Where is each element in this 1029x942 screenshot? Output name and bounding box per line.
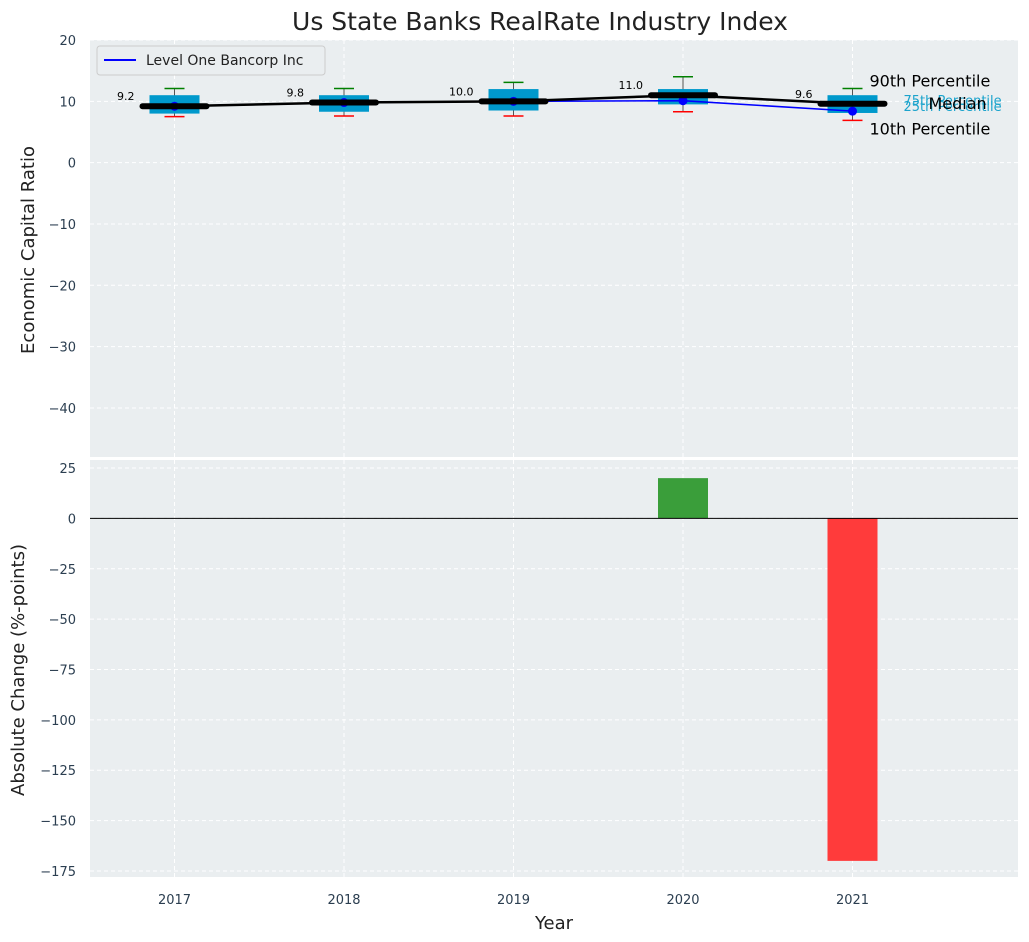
bottom-y-axis-title: Absolute Change (%-points) xyxy=(8,544,29,796)
y-tick-label: −50 xyxy=(49,613,76,628)
annotation-p25: 25th Percentile xyxy=(904,100,1002,115)
annotation-median: Median xyxy=(929,94,987,113)
bottom-plot-background xyxy=(90,460,1018,877)
y-tick-label: −150 xyxy=(40,815,76,830)
x-tick-label: 2017 xyxy=(158,893,191,908)
annotation-p10: 10th Percentile xyxy=(870,119,991,138)
top-y-axis-title: Economic Capital Ratio xyxy=(18,146,39,354)
y-tick-label: −175 xyxy=(40,865,76,880)
median-data-label: 11.0 xyxy=(619,79,644,92)
x-axis-title: Year xyxy=(534,913,574,934)
x-tick-label: 2020 xyxy=(666,893,699,908)
series-point xyxy=(848,106,857,116)
y-tick-label: −40 xyxy=(49,402,76,417)
y-tick-label: 0 xyxy=(68,512,76,527)
y-tick-label: −25 xyxy=(49,563,76,578)
annotation-p75: 75th Percentile xyxy=(904,94,1002,109)
y-tick-label: −100 xyxy=(40,714,76,729)
annotation-p90: 90th Percentile xyxy=(870,71,991,90)
x-ticks: 2017 2018 2019 2020 2021 xyxy=(158,893,869,908)
series-point xyxy=(678,96,688,106)
top-y-ticks: 20 10 0 −10 −20 −30 −40 xyxy=(49,34,76,417)
y-tick-label: −75 xyxy=(49,664,76,679)
y-tick-label: 10 xyxy=(59,95,76,110)
change-bars xyxy=(658,478,878,861)
y-tick-label: −125 xyxy=(40,764,76,779)
x-tick-label: 2021 xyxy=(836,893,869,908)
y-tick-label: 25 xyxy=(59,462,76,477)
legend-label: Level One Bancorp Inc xyxy=(146,53,303,69)
median-data-label: 9.8 xyxy=(287,87,305,100)
y-tick-label: −20 xyxy=(49,279,76,294)
y-tick-label: −10 xyxy=(49,218,76,233)
change-bar xyxy=(827,518,878,861)
median-data-label: 10.0 xyxy=(449,85,474,98)
legend: Level One Bancorp Inc xyxy=(96,45,326,76)
legend-frame xyxy=(96,45,326,76)
y-tick-label: −30 xyxy=(49,341,76,356)
x-tick-label: 2018 xyxy=(327,893,360,908)
change-bar xyxy=(658,478,708,519)
y-tick-label: 0 xyxy=(68,157,76,172)
x-tick-label: 2019 xyxy=(497,893,530,908)
y-tick-label: 20 xyxy=(59,34,76,49)
chart-title: Us State Banks RealRate Industry Index xyxy=(292,7,788,36)
median-data-label: 9.6 xyxy=(795,88,813,101)
median-line: 9.2 9.8 10.0 11.0 9.6 xyxy=(117,79,888,110)
bottom-y-ticks: 25 0 −25 −50 −75 −100 −125 −150 −175 xyxy=(40,462,76,880)
median-data-label: 9.2 xyxy=(117,90,135,103)
